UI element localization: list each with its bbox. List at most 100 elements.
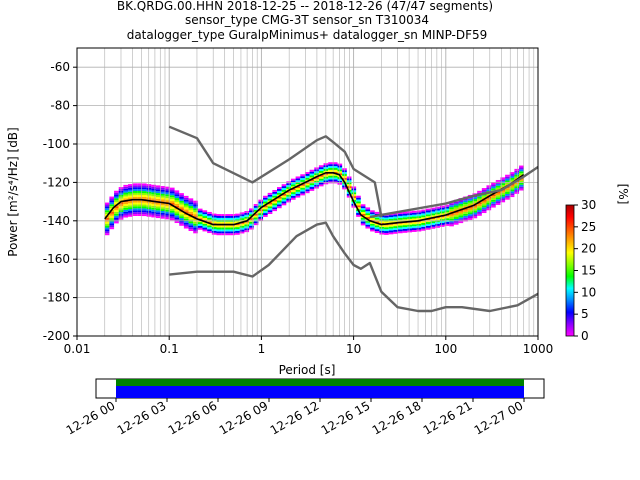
heatmap-cell xyxy=(174,192,180,195)
heatmap-cell xyxy=(398,217,403,220)
heatmap-cell xyxy=(439,219,445,222)
heatmap-cell xyxy=(430,221,436,223)
heatmap-cell xyxy=(286,192,291,195)
heatmap-cell xyxy=(179,193,184,196)
heatmap-cell xyxy=(402,219,408,222)
heatmap-cell xyxy=(481,199,487,202)
heatmap-cell xyxy=(309,175,315,178)
heatmap-cell xyxy=(104,208,110,211)
heatmap-cell xyxy=(225,225,231,228)
heatmap-cell xyxy=(128,203,133,206)
heatmap-cell xyxy=(239,216,245,219)
heatmap-cell xyxy=(309,179,315,182)
heatmap-cell xyxy=(211,232,217,235)
heatmap-cell xyxy=(272,189,277,192)
heatmap-cell xyxy=(370,227,375,230)
heatmap-cell xyxy=(211,213,217,216)
heatmap-cell xyxy=(379,230,385,233)
heatmap-cell xyxy=(402,217,408,220)
heatmap-cell xyxy=(183,215,189,218)
heatmap-cell xyxy=(193,202,198,205)
heatmap-cell xyxy=(458,221,464,224)
heatmap-cell xyxy=(267,204,273,207)
heatmap-cell xyxy=(360,223,366,226)
heatmap-cell xyxy=(300,187,305,190)
heatmap-cell xyxy=(169,210,175,213)
heatmap-cell xyxy=(411,228,417,231)
heatmap-cell xyxy=(272,201,277,204)
heatmap-cell xyxy=(281,203,287,206)
heatmap-cell xyxy=(276,198,282,201)
heatmap-cell xyxy=(384,227,389,230)
heatmap-cell xyxy=(495,199,501,202)
heatmap-cell xyxy=(309,173,315,176)
heatmap-cell xyxy=(276,204,282,207)
heatmap-cell xyxy=(123,206,129,208)
heatmap-cell xyxy=(244,211,250,213)
heatmap-cell xyxy=(188,209,194,212)
heatmap-cell xyxy=(421,209,426,212)
heatmap-cell xyxy=(160,212,166,215)
heatmap-cell xyxy=(439,207,445,210)
heatmap-cell xyxy=(365,207,371,210)
heatmap-cell xyxy=(295,187,301,190)
heatmap-cell xyxy=(123,204,129,207)
heatmap-cell xyxy=(421,226,426,229)
heatmap-cell xyxy=(486,208,492,211)
heatmap-cell xyxy=(160,209,166,212)
heatmap-cell xyxy=(155,187,161,190)
heatmap-cell xyxy=(393,226,399,229)
heatmap-cell xyxy=(379,228,385,231)
heatmap-cell xyxy=(370,229,375,232)
heatmap-cell xyxy=(128,207,133,210)
heatmap-cell xyxy=(169,195,175,198)
heatmap-cell xyxy=(188,211,194,214)
heatmap-cell xyxy=(244,224,250,227)
heatmap-cell xyxy=(174,211,180,214)
heatmap-cell xyxy=(509,187,515,190)
heatmap-cell xyxy=(258,218,264,221)
heatmap-cell xyxy=(174,215,180,218)
heatmap-cell xyxy=(263,205,268,208)
heatmap-cell xyxy=(495,197,501,200)
heatmap-cell xyxy=(179,218,184,221)
heatmap-cell xyxy=(467,216,473,218)
heatmap-cell xyxy=(193,208,198,211)
heatmap-cell xyxy=(253,223,259,226)
heatmap-cell xyxy=(509,177,515,180)
heatmap-cell xyxy=(253,207,259,210)
heatmap-cell xyxy=(407,217,412,219)
heatmap-cell xyxy=(155,202,161,205)
heatmap-cell xyxy=(165,188,170,191)
heatmap-cell xyxy=(155,206,161,209)
heatmap-cell xyxy=(430,215,436,218)
y-tick-label: -80 xyxy=(50,99,70,113)
heatmap-cell xyxy=(123,215,129,218)
heatmap-cell xyxy=(290,184,296,187)
heatmap-cell xyxy=(453,218,459,221)
heatmap-cell xyxy=(421,217,426,220)
heatmap-cell xyxy=(258,201,264,204)
heatmap-cell xyxy=(183,205,189,208)
heatmap-cell xyxy=(360,217,366,220)
heatmap-cell xyxy=(183,207,189,210)
heatmap-cell xyxy=(225,233,231,236)
heatmap-cell xyxy=(211,225,217,228)
heatmap-cell xyxy=(179,195,184,197)
heatmap-cell xyxy=(328,166,333,168)
heatmap-cell xyxy=(300,191,305,194)
heatmap-cell xyxy=(183,197,189,200)
heatmap-cell xyxy=(141,187,147,190)
heatmap-cell xyxy=(155,214,161,217)
heatmap-cell xyxy=(439,205,445,208)
heatmap-cell xyxy=(509,185,515,188)
heatmap-cell xyxy=(263,195,268,198)
heatmap-cell xyxy=(160,214,166,217)
heatmap-cell xyxy=(416,225,422,228)
heatmap-cell xyxy=(188,227,194,230)
heatmap-cell xyxy=(318,184,324,187)
heatmap-cell xyxy=(276,190,282,193)
heatmap-cell xyxy=(402,213,408,216)
heatmap-cell xyxy=(449,216,454,219)
